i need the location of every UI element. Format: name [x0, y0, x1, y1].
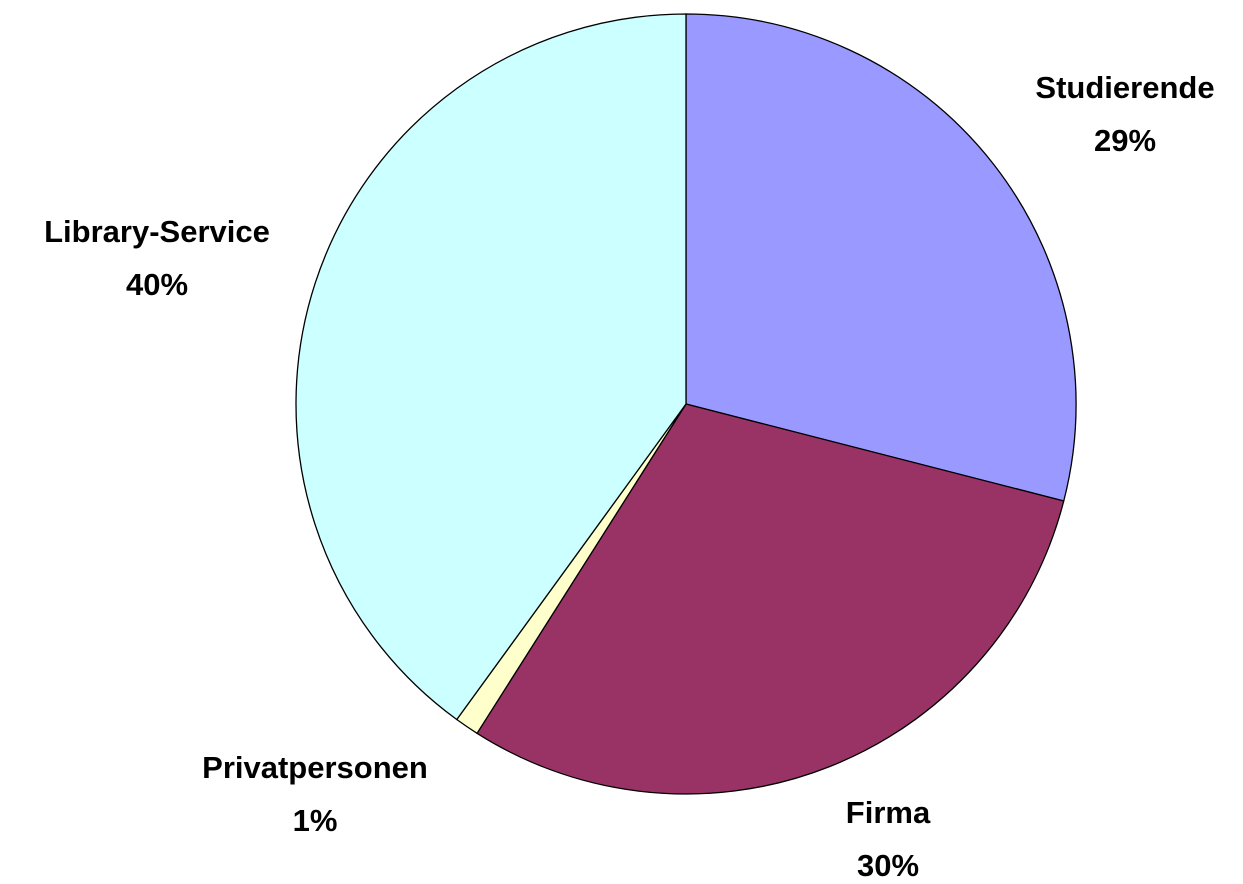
pie-slice — [476, 403, 1065, 795]
pie-slice — [685, 13, 1077, 502]
slice-label: Firma — [846, 795, 931, 830]
pie-slice — [295, 13, 687, 721]
slice-value-label: 30% — [857, 848, 919, 883]
slice-value-label: 29% — [1094, 123, 1156, 158]
slice-value-label: 1% — [293, 803, 338, 838]
slice-label: Privatpersonen — [202, 750, 428, 785]
slice-label: Library-Service — [44, 214, 270, 249]
slice-value-label: 40% — [126, 267, 188, 302]
slice-label: Studierende — [1035, 70, 1214, 105]
